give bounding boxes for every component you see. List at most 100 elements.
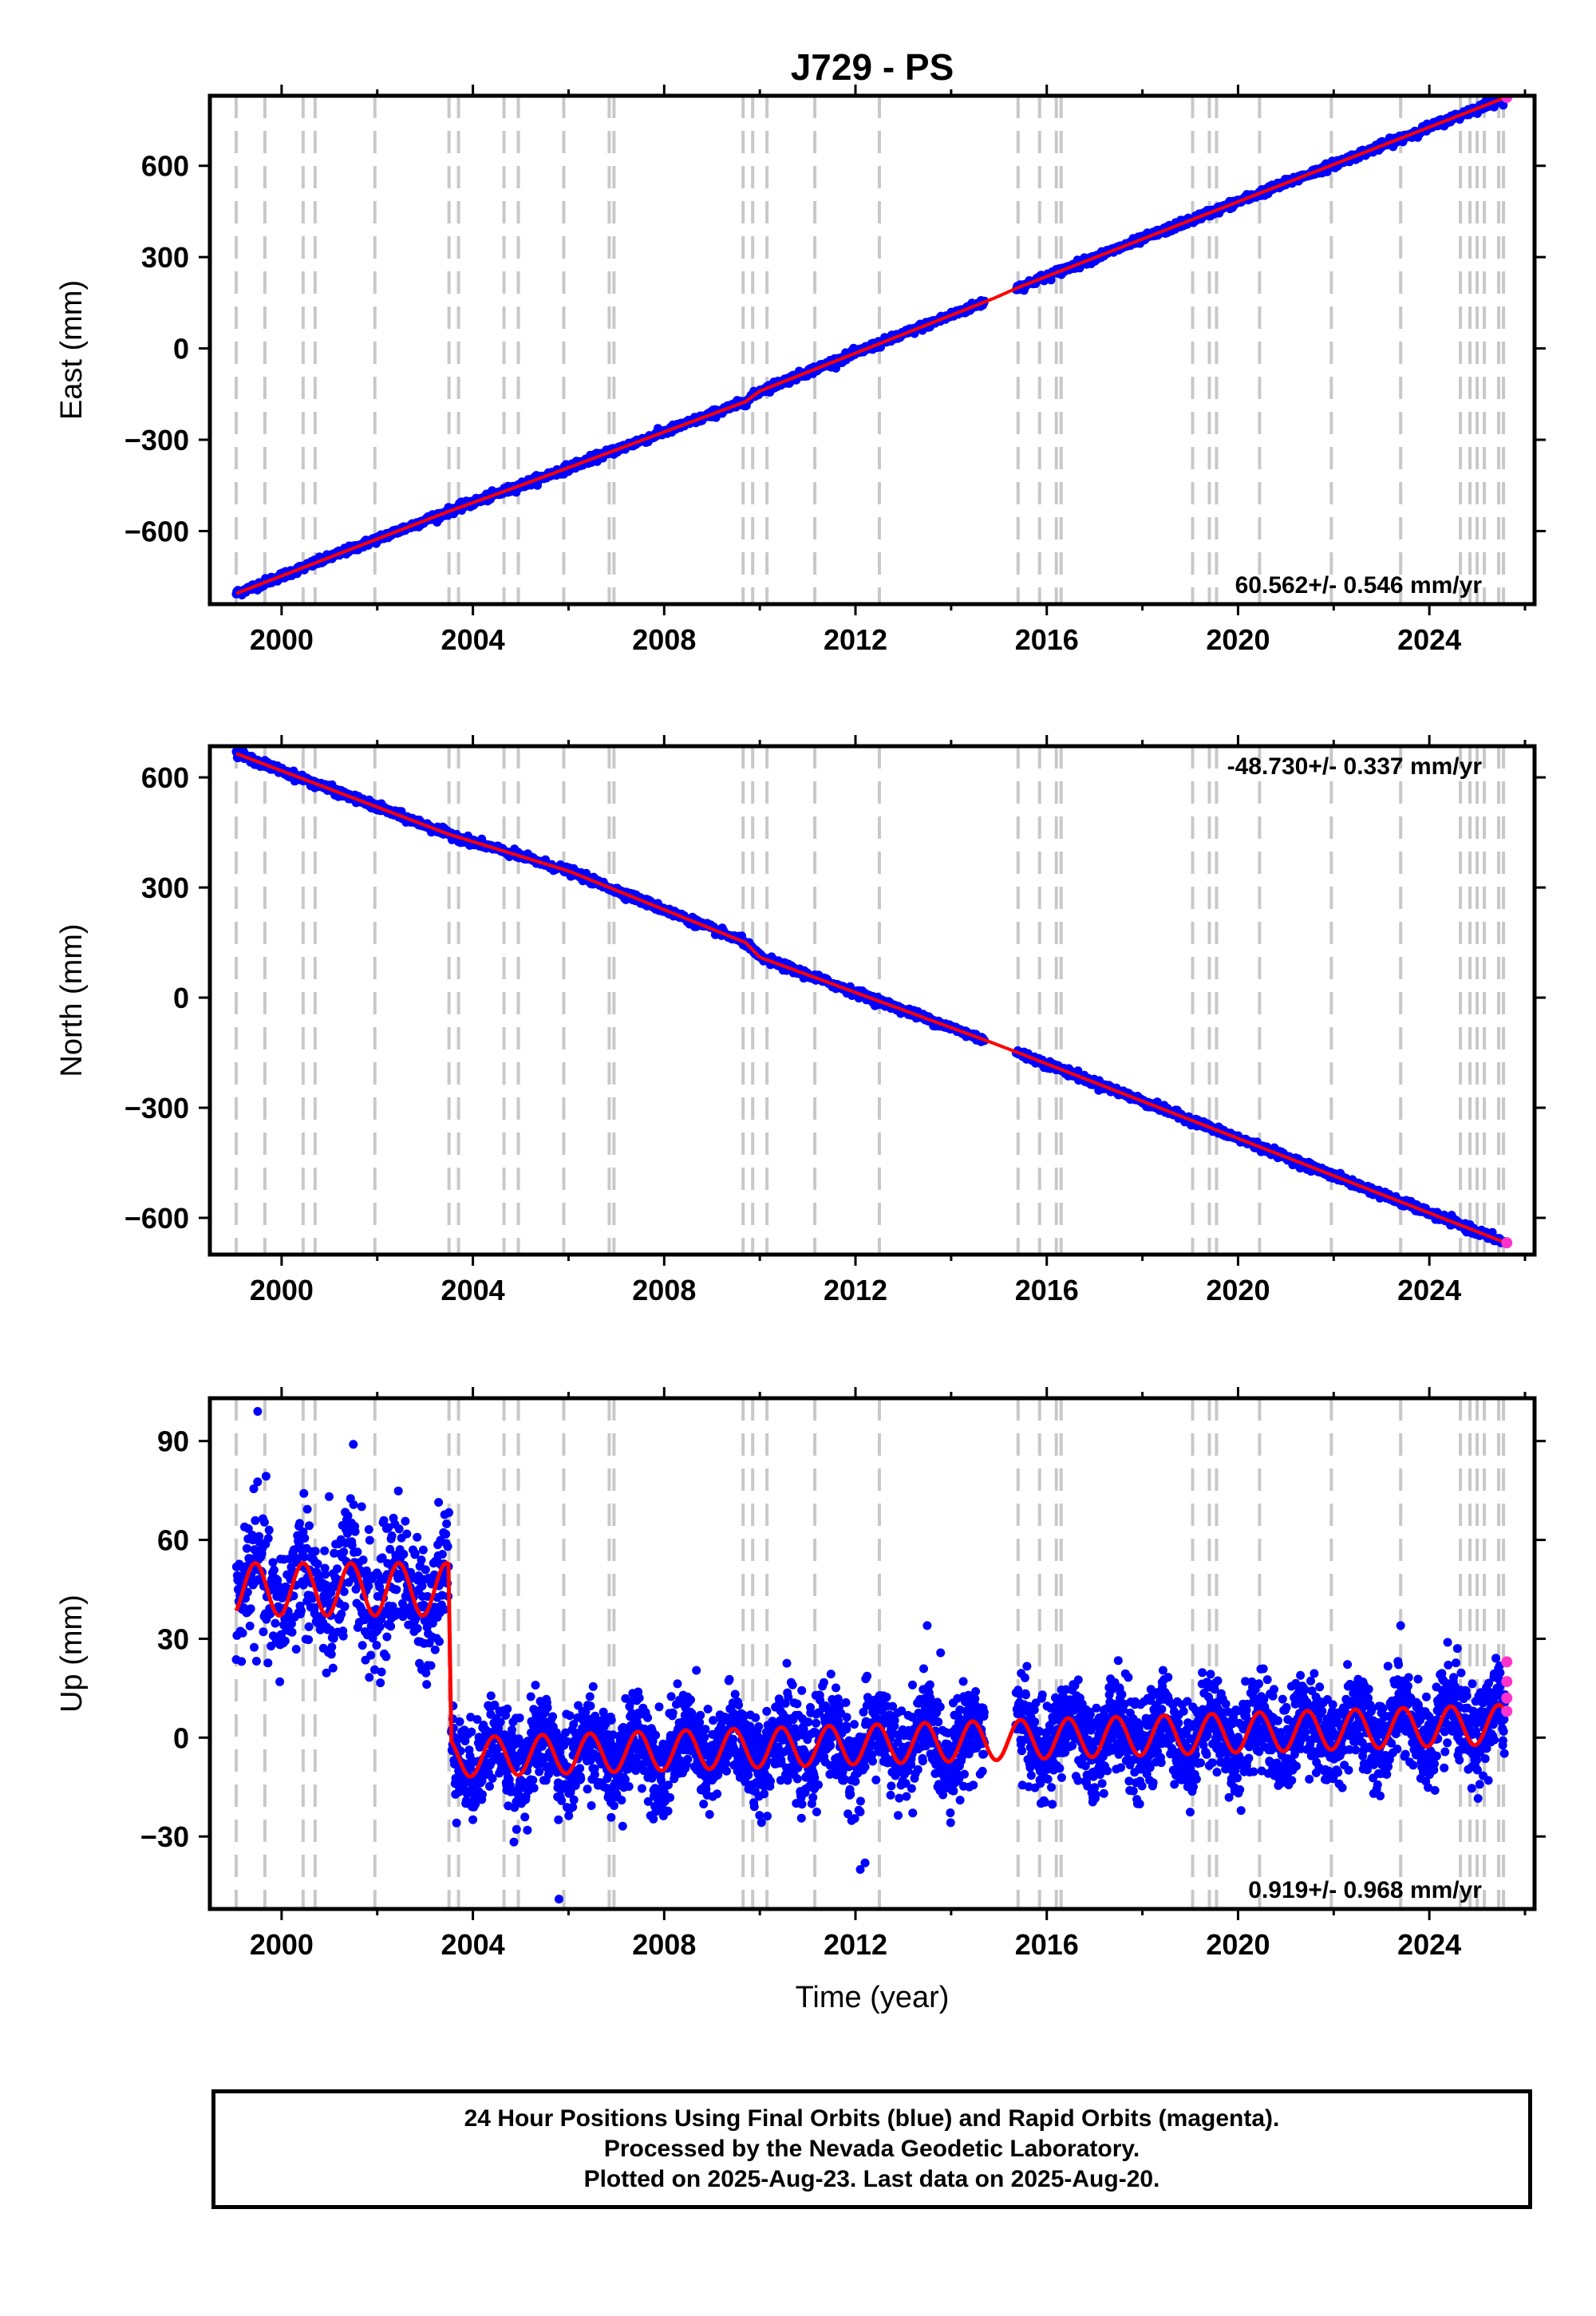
panel-east: 2000 2004 2008 2012 2016 2020 2024−600−3000300… [55,85,1546,656]
data-point [393,1486,403,1496]
x-tick-label: 2000 [250,1274,314,1306]
x-tick-label: 2012 [824,1274,887,1306]
data-point [326,1650,336,1659]
data-point [370,1665,379,1674]
data-point [243,1524,253,1533]
data-point [375,1622,385,1631]
data-point [299,1552,309,1562]
x-tick-label: 2008 [632,623,696,656]
y-tick-label: 0 [173,982,189,1014]
data-point [384,1523,393,1532]
model-line [235,96,1507,595]
panels-layer: 2000 2004 2008 2012 2016 2020 2024−600−3000300… [55,85,1546,1961]
data-point [350,1527,360,1536]
data-point [308,1594,318,1603]
data-point [328,1663,338,1673]
rapid-point [1501,1237,1513,1249]
panel-up: 2000 2004 2008 2012 2016 2020 2024−300306090Up… [55,1387,1546,1961]
data-point [238,1628,247,1638]
data-point [295,1519,304,1528]
y-axis-label: East (mm) [55,280,89,420]
rate-label: -48.730+/- 0.337 mm/yr [1227,753,1483,780]
data-point [302,1504,312,1514]
data-point [337,1609,346,1618]
y-tick-label: 600 [141,761,189,794]
x-tick-label: 2024 [1397,623,1461,656]
data-point [343,1511,353,1520]
data-point [304,1622,314,1631]
data-point [381,1652,391,1662]
data-point [386,1622,396,1631]
data-point [237,1657,247,1666]
data-point [364,1581,373,1591]
data-point [246,1604,255,1614]
data-point [310,1547,320,1556]
data-point [264,1525,274,1535]
data-point [361,1566,371,1575]
y-axis-label: North (mm) [55,923,89,1077]
y-tick-label: 600 [141,150,189,183]
data-point [245,1621,255,1630]
data-point [376,1678,385,1688]
data-point [357,1502,366,1512]
y-tick-label: −300 [124,424,189,456]
data-point [402,1529,412,1539]
x-tick-label: 2024 [1397,1274,1461,1306]
data-point [304,1635,314,1645]
data-point [253,1477,263,1487]
data-point [366,1650,376,1660]
data-point [349,1500,358,1509]
data-point [249,1484,259,1493]
data-point [379,1516,389,1525]
rate-label: 60.562+/- 0.546 mm/yr [1235,572,1483,599]
y-tick-label: 0 [173,333,189,366]
data-point [263,1658,273,1668]
x-tick-label: 2016 [1015,1274,1079,1306]
data-point [287,1619,296,1629]
data-point [401,1516,410,1526]
data-point [259,1627,268,1637]
data-point [250,1642,259,1652]
data-point [243,1587,252,1597]
y-tick-label: −300 [124,1092,189,1124]
y-tick-label: −600 [124,1202,189,1235]
data-point [300,1533,310,1543]
panel-north: 2000 2004 2008 2012 2016 2020 2024−600−3000300… [55,735,1546,1306]
x-tick-label: 2012 [824,623,887,656]
data-point [313,1559,322,1569]
data-point [387,1531,397,1540]
data-point [261,1472,271,1481]
x-tick-label: 2020 [1206,1274,1270,1306]
data-point [305,1521,314,1531]
data-point [320,1546,330,1555]
data-point [327,1642,337,1652]
data-point [358,1555,368,1565]
data-point [271,1618,280,1628]
panel-frame [207,744,1537,1257]
data-point [377,1667,386,1677]
model-line [235,752,1507,1245]
data-point [259,1517,269,1527]
data-point [263,1534,273,1543]
data-point [333,1564,342,1574]
data-point [268,1558,278,1567]
data-point [377,1553,387,1563]
data-point [372,1641,381,1650]
data-point [364,1525,373,1534]
data-point [392,1585,401,1595]
data-point [251,1657,261,1666]
data-point [325,1492,334,1501]
data-point [297,1606,306,1615]
data-point [275,1677,285,1686]
data-point [399,1549,409,1559]
x-tick-label: 2000 [250,623,314,656]
data-point [394,1524,404,1534]
data-point [299,1488,309,1498]
data-point [388,1602,397,1611]
y-tick-label: 300 [141,871,189,904]
data-point [338,1631,348,1641]
y-tick-label: −600 [124,515,189,547]
plot-area [231,96,1513,600]
data-point [353,1547,362,1557]
